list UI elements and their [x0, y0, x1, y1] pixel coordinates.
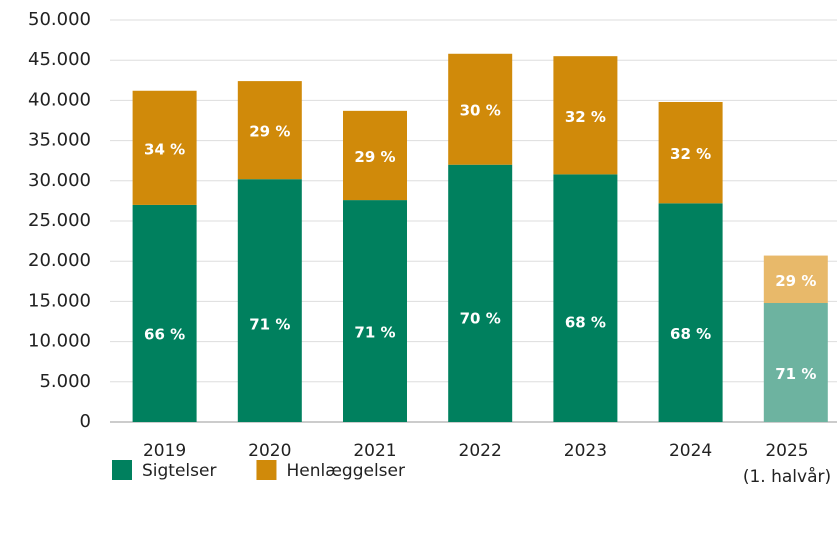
x-tick-label: 2020: [248, 441, 292, 461]
y-tick-label: 40.000: [28, 89, 91, 110]
value-label: 34 %: [144, 140, 185, 158]
x-tick-label: 2024: [668, 441, 713, 461]
bar-segment: [763, 255, 828, 304]
value-label: 71 %: [775, 365, 816, 383]
value-label: 29 %: [775, 272, 816, 290]
bar-segment: [553, 174, 618, 422]
bar-segment: [343, 200, 407, 422]
bar-segment: [763, 303, 828, 422]
value-label: 71 %: [249, 315, 290, 333]
value-label: 32 %: [565, 108, 606, 126]
y-tick-label: 25.000: [28, 210, 91, 231]
bar-segment: [553, 56, 618, 175]
bar-segment: [132, 90, 197, 205]
value-label: 29 %: [354, 148, 395, 166]
y-tick-label: 30.000: [28, 170, 91, 191]
legend-swatch: [256, 460, 277, 480]
y-tick-label: 50.000: [28, 9, 91, 30]
x-tick-label: 2022: [458, 441, 502, 461]
x-tick-label: 2021: [353, 441, 397, 461]
y-tick-label: 20.000: [28, 250, 91, 271]
bar-segment: [343, 110, 407, 201]
value-label: 68 %: [565, 313, 606, 331]
value-label: 66 %: [144, 326, 185, 344]
bar-segment: [237, 81, 302, 180]
bar-segment: [448, 53, 513, 165]
y-tick-label: 0: [80, 411, 91, 432]
y-tick-label: 35.000: [28, 130, 91, 151]
value-label: 29 %: [249, 123, 290, 141]
value-label: 70 %: [460, 310, 501, 328]
y-tick-label: 5.000: [39, 371, 91, 392]
y-tick-label: 10.000: [28, 331, 91, 352]
x-tick-label: 2019: [142, 441, 187, 461]
value-label: 30 %: [460, 102, 501, 120]
legend-swatch: [112, 460, 132, 480]
value-label: 68 %: [670, 325, 711, 343]
value-label: 71 %: [354, 324, 395, 342]
legend-label: Henlæggelser: [286, 461, 405, 481]
bar-segment: [237, 179, 302, 422]
bar-segment: [448, 164, 513, 422]
bar-segment: [132, 204, 197, 422]
legend-label: Sigtelser: [142, 461, 216, 481]
x-tick-label: 2025 (1. halvår): [742, 441, 832, 487]
bar-segment: [658, 203, 723, 422]
y-tick-label: 15.000: [28, 290, 91, 311]
bar-segment: [658, 102, 723, 204]
value-label: 32 %: [670, 145, 711, 163]
x-tick-label: 2023: [563, 441, 608, 461]
y-tick-label: 45.000: [28, 49, 91, 70]
